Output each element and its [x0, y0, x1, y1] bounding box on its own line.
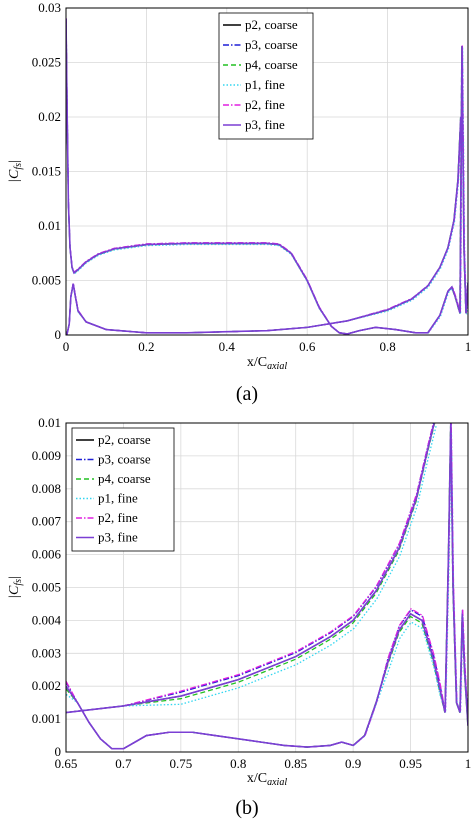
x-tick-label: 0.8: [379, 339, 395, 354]
legend-entry: p2, fine: [98, 510, 138, 525]
x-tick-label: 0.4: [219, 339, 236, 354]
legend-entry: p2, coarse: [98, 432, 151, 447]
legend-entry: p3, fine: [98, 530, 138, 545]
y-tick-label: 0.01: [38, 218, 61, 233]
figure-caption: (a): [236, 383, 258, 405]
y-tick-label: 0.003: [32, 645, 61, 660]
x-tick-label: 0.85: [284, 756, 307, 771]
x-tick-label: 0: [63, 339, 70, 354]
y-tick-label: 0.004: [32, 612, 62, 627]
x-tick-label: 0.95: [399, 756, 422, 771]
figure-caption: (b): [235, 797, 258, 819]
y-tick-label: 0.015: [32, 164, 61, 179]
x-axis-label: x/Caxial: [247, 355, 287, 372]
x-axis-label: x/Caxial: [247, 771, 287, 788]
axes-frame: [65, 7, 469, 336]
y-tick-label: 0.006: [32, 547, 62, 562]
y-tick-label: 0.007: [32, 514, 62, 529]
y-tick-label: 0: [55, 327, 62, 342]
legend-entry: p3, coarse: [245, 37, 298, 52]
series-line-p3-fine: [66, 116, 462, 335]
x-tick-label: 0.7: [115, 756, 132, 771]
series-line-p3-fine: [66, 423, 468, 750]
y-tick-label: 0.025: [32, 55, 61, 70]
series-line-p3-fine: [66, 18, 468, 335]
y-tick-label: 0: [55, 744, 62, 759]
plot-area: [66, 18, 468, 335]
legend-box: [71, 427, 175, 552]
x-tick-label: 0.9: [345, 756, 361, 771]
legend: p2, coarse p3, coarse p4, coarse p1, fine p2…: [71, 427, 175, 552]
legend-entry: p2, coarse: [245, 17, 298, 32]
x-tick-label: 0.65: [55, 756, 78, 771]
y-tick-label: 0.008: [32, 481, 61, 496]
legend-entry: p3, fine: [245, 117, 285, 132]
y-tick-label: 0.005: [32, 580, 61, 595]
plot-area: [66, 423, 468, 750]
legend-entry: p1, fine: [245, 77, 285, 92]
chart-b: 0.65 0.7 0.75 0.8 0.85 0.9 0.95 1 0 0.001 0.002 0.0…: [7, 415, 472, 819]
y-tick-label: 0.005: [32, 273, 61, 288]
x-tick-label: 0.6: [299, 339, 316, 354]
y-axis-label: |Cfs|: [7, 576, 24, 599]
y-tick-label: 0.02: [38, 109, 61, 124]
y-tick-label: 0.001: [32, 711, 61, 726]
axes-frame: [65, 422, 469, 753]
legend-box: [218, 12, 314, 140]
series-line-p3-fine: [66, 423, 436, 714]
y-axis-label: |Cfs|: [7, 160, 24, 183]
y-tick-label: 0.03: [38, 0, 61, 15]
x-tick-label: 0.2: [138, 339, 154, 354]
legend-entry: p4, coarse: [98, 471, 151, 486]
series-line-p1-fine: [66, 424, 438, 714]
legend: p2, coarse p3, coarse p4, coarse p1, fine p2…: [218, 12, 314, 140]
y-tick-label: 0.002: [32, 678, 61, 693]
legend-entry: p2, fine: [245, 97, 285, 112]
legend-entry: p1, fine: [98, 491, 138, 506]
x-tick-label: 0.75: [169, 756, 192, 771]
x-tick-label: 1: [465, 339, 472, 354]
x-tick-label: 1: [465, 756, 472, 771]
y-tick-label: 0.009: [32, 448, 61, 463]
legend-entry: p4, coarse: [245, 57, 298, 72]
chart-a: 0 0.2 0.4 0.6 0.8 1 0 0.005 0.01 0.015 0.02 0.025 0.…: [7, 0, 471, 405]
legend-entry: p3, coarse: [98, 452, 151, 467]
y-tick-label: 0.01: [38, 415, 61, 430]
x-tick-label: 0.8: [230, 756, 246, 771]
